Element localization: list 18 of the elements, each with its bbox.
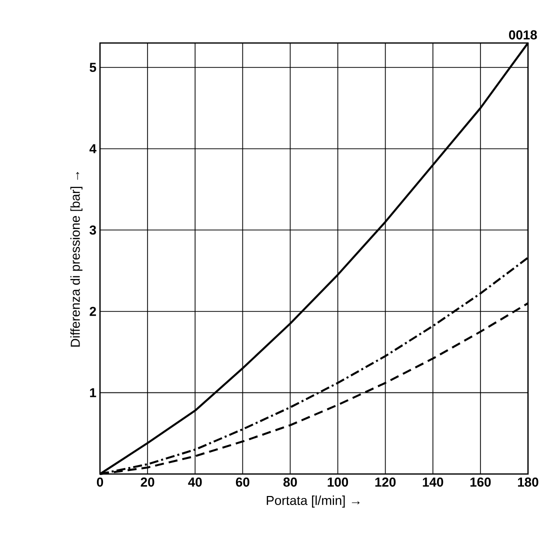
x-tick-label: 20	[140, 478, 154, 487]
x-tick-label: 180	[518, 478, 538, 487]
text: 0018	[509, 30, 537, 40]
x-tick-label: 120	[375, 478, 396, 487]
y-axis-title: Differenza di pressione [bar] →	[70, 172, 82, 347]
x-tick-label: 60	[236, 478, 250, 487]
x-tick-label: 40	[188, 478, 202, 487]
x-tick-label: 80	[283, 478, 297, 487]
y-tick-label: 1	[90, 388, 96, 398]
x-tick-label: 100	[328, 478, 348, 487]
y-tick-label: 4	[89, 144, 96, 154]
y-tick-label: 3	[90, 225, 96, 235]
x-tick-label: 160	[470, 478, 491, 487]
y-tick-label: 2	[90, 306, 96, 316]
x-axis-title: Portata [l/min] →	[266, 496, 360, 508]
x-tick-label: 140	[422, 478, 444, 487]
x-tick-label: 0	[96, 478, 104, 487]
y-tick-label: 5	[90, 62, 96, 72]
